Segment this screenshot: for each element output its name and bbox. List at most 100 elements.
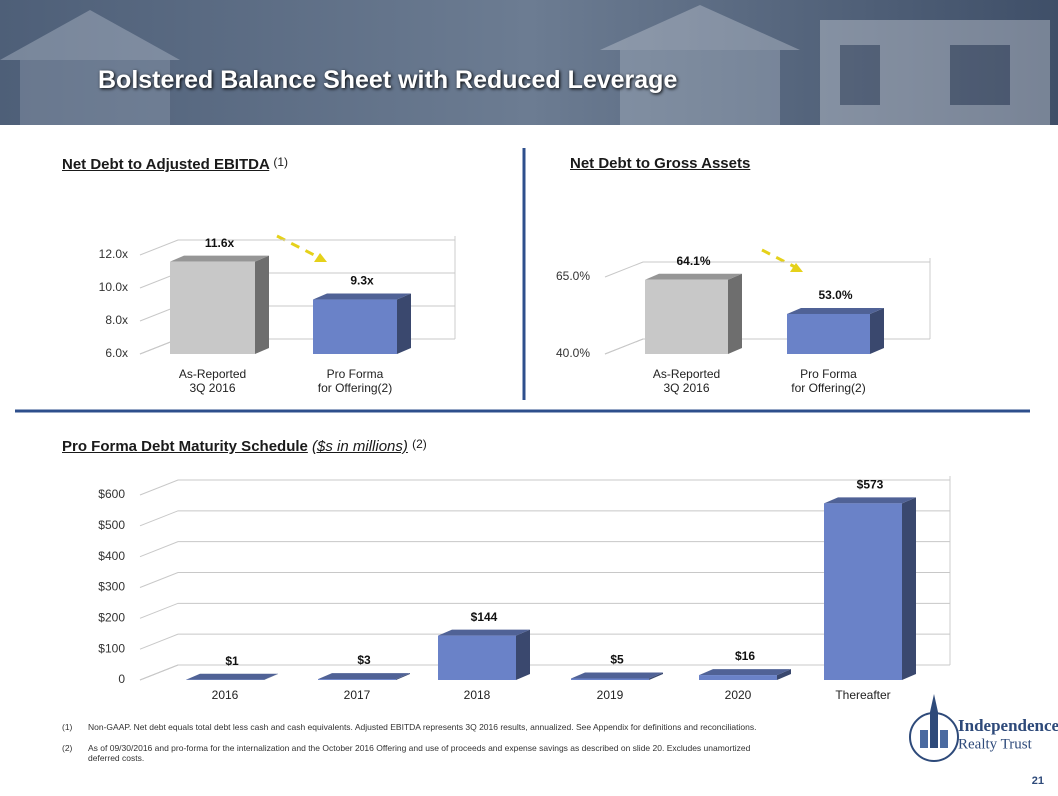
y-tick-label: $600 [98,487,125,501]
bar-top [645,273,742,280]
chart-title: Pro Forma Debt Maturity Schedule [62,438,308,455]
value-label: 53.0% [818,288,852,302]
y-tick-label: $500 [98,518,125,532]
x-tick-label: Thereafter [835,688,891,702]
chart-title-group: Pro Forma Debt Maturity Schedule ($s in … [62,437,427,455]
logo-icon [909,694,959,762]
chart-unit: ($s in millions) [312,438,408,455]
bar-face [787,313,870,354]
bar [787,307,884,354]
value-label: 11.6x [205,236,235,250]
bar [571,672,663,680]
value-label: 64.1% [676,254,710,268]
grid-line [604,261,930,278]
grid-line [139,541,950,558]
trend-arrow [276,234,323,261]
bar-side [902,497,916,680]
value-label: 9.3x [350,274,374,288]
trend-arrowhead [790,263,803,272]
footnote: (2) As of 09/30/2016 and pro-forma for th… [62,743,762,763]
y-tick-label: $300 [98,580,125,594]
value-label: $144 [471,610,498,624]
bar-side [870,307,884,354]
bar-face [645,279,728,354]
chart-title-group: Net Debt to Adjusted EBITDA (1) [62,155,288,173]
bar-top [170,255,269,262]
y-tick-label: 0 [118,672,125,686]
bar-side [255,255,269,354]
bar-top [787,307,884,314]
header-houses [0,5,1050,125]
value-label: $3 [357,653,371,667]
grid-line [139,664,950,681]
footnote: (1) Non-GAAP. Net debt equals total debt … [62,722,762,732]
bar [699,669,791,680]
chart-note: (2) [412,437,427,451]
bar [824,497,916,680]
y-tick-label: 10.0x [99,280,128,294]
grid-line [139,510,950,527]
x-tick-label: Pro Forma for Offering(2) [317,367,393,395]
grid-line [139,602,950,619]
header-banner [0,0,1058,125]
x-tick-label: 2019 [596,688,624,702]
bar-face [699,675,777,680]
chart-note: (1) [273,155,289,169]
y-tick-label: 8.0x [105,313,128,327]
bar-side [777,669,791,680]
bar-top [438,629,530,636]
y-tick-label: $400 [98,549,125,563]
x-tick-label: As-Reported 3Q 2016 [178,367,247,395]
bar-face [824,503,902,680]
y-tick-label: $200 [98,611,125,625]
x-tick-label: Pro Forma for Offering(2) [791,367,866,395]
bar-top [571,672,663,679]
bar-top [318,673,410,680]
chart-title: Net Debt to Adjusted EBITDA [62,156,270,173]
bar-face [170,261,255,354]
y-tick-label: 6.0x [105,346,128,360]
bar-side [516,629,530,680]
bar-face [313,299,397,354]
bar-face [571,678,649,680]
grid-line [139,633,950,650]
bar-face [318,679,396,680]
x-tick-label: 2020 [724,688,752,702]
footnote-marker: (1) [62,722,73,732]
bar [186,673,278,680]
logo-line1: Independence [958,716,1058,735]
x-tick-label: As-Reported 3Q 2016 [652,367,721,395]
x-tick-label: 2017 [343,688,371,702]
page-number: 21 [1032,775,1044,787]
value-label: $16 [735,649,755,663]
y-tick-label: 12.0x [99,247,128,261]
x-tick-label: 2018 [463,688,491,702]
y-tick-label: $100 [98,641,125,655]
trend-arrow [761,248,798,270]
bar-side [397,293,411,354]
grid-line [139,479,950,496]
bar [313,293,411,354]
bar [438,629,530,680]
bar-side [396,673,410,680]
logo-line2: Realty Trust [958,736,1033,752]
bar-side [264,673,278,680]
chart-title: Net Debt to Gross Assets [570,155,751,172]
bar-face [438,635,516,680]
value-label: $1 [225,654,239,668]
trend-arrowhead [314,253,327,262]
bar [645,273,742,354]
slide-title: Bolstered Balance Sheet with Reduced Lev… [98,66,678,94]
y-tick-label: 65.0% [556,269,590,283]
bar [318,673,410,680]
bar-top [699,669,791,676]
chart-title-group: Net Debt to Gross Assets [570,155,750,172]
x-tick-label: 2016 [211,688,239,702]
value-label: $573 [857,477,884,491]
bar-side [728,273,742,354]
footnote-marker: (2) [62,743,73,753]
grid-line [139,572,950,588]
y-tick-label: 40.0% [556,346,590,360]
footnote-text: Non-GAAP. Net debt equals total debt les… [88,722,757,732]
